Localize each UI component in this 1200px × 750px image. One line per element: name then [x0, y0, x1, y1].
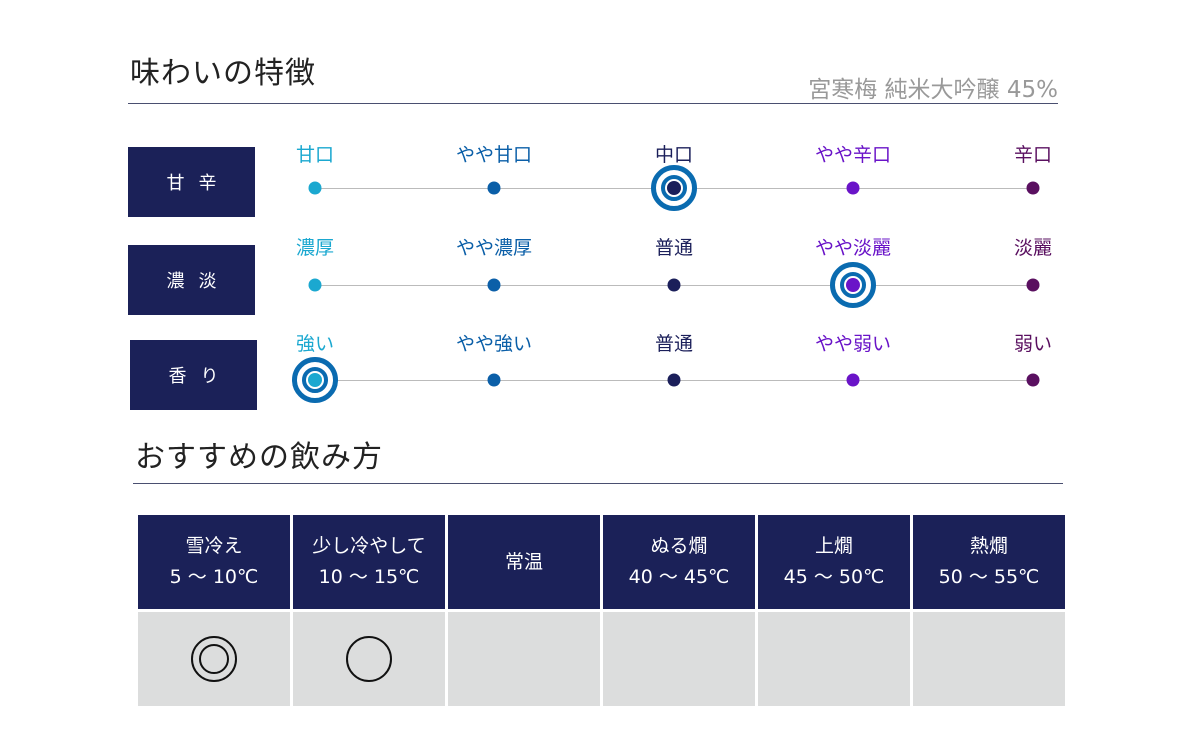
selected-marker [830, 262, 876, 308]
row-label: 香り [130, 340, 257, 410]
level-label: 普通 [654, 237, 694, 259]
serving-column: 常温 [448, 515, 600, 706]
selected-marker [651, 165, 697, 211]
row-label: 甘辛 [128, 147, 255, 217]
serving-temp: 10 ～ 15℃ [318, 566, 420, 588]
serving-column: ぬる燗 40 ～ 45℃ [603, 515, 755, 706]
level-dot [487, 278, 501, 292]
level-dot [846, 373, 860, 387]
level-dot [1026, 181, 1040, 195]
level-dot [667, 278, 681, 292]
serving-column: 少し冷やして 10 ～ 15℃ [293, 515, 445, 706]
serving-rating [293, 612, 445, 706]
serving-table: 雪冷え 5 ～ 10℃ 少し冷やして 10 ～ 15℃ 常温 ぬる燗 40 ～ 45℃ 上燗 4… [138, 515, 1065, 706]
serving-temp: 45 ～ 50℃ [783, 566, 885, 588]
serving-temp: 50 ～ 55℃ [938, 566, 1040, 588]
serving-column: 雪冷え 5 ～ 10℃ [138, 515, 290, 706]
divider [128, 103, 1058, 104]
level-dot [308, 278, 322, 292]
taste-section-title: 味わいの特徴 [130, 56, 316, 91]
row-label: 濃淡 [128, 245, 255, 315]
level-label: やや濃厚 [455, 237, 533, 259]
level-dot [487, 181, 501, 195]
serving-column: 上燗 45 ～ 50℃ [758, 515, 910, 706]
level-dot [1026, 373, 1040, 387]
serving-rating [913, 612, 1065, 706]
level-label: 辛口 [1013, 144, 1053, 166]
level-label: やや淡麗 [814, 237, 892, 259]
level-label: やや甘口 [455, 144, 533, 166]
level-label: 甘口 [295, 144, 335, 166]
product-name: 宮寒梅 純米大吟醸 45% [808, 77, 1058, 103]
serving-rating [448, 612, 600, 706]
serving-temp: 40 ～ 45℃ [628, 566, 730, 588]
serving-rating [758, 612, 910, 706]
level-dot [1026, 278, 1040, 292]
level-label: 普通 [654, 333, 694, 355]
serving-name: ぬる燗 [650, 535, 708, 557]
level-dot [667, 373, 681, 387]
double-circle-icon [191, 636, 237, 682]
level-dot [846, 181, 860, 195]
serving-rating [138, 612, 290, 706]
level-label: 濃厚 [295, 237, 335, 259]
serving-column: 熱燗 50 ～ 55℃ [913, 515, 1065, 706]
level-dot [308, 181, 322, 195]
circle-icon [346, 636, 392, 682]
level-label: やや弱い [814, 333, 892, 355]
serving-name: 雪冷え [185, 535, 243, 557]
level-label: 中口 [654, 144, 694, 166]
level-label: 淡麗 [1013, 237, 1053, 259]
divider [133, 483, 1063, 484]
selected-marker [292, 357, 338, 403]
level-label: 弱い [1013, 333, 1053, 355]
serving-name: 少し冷やして [312, 535, 426, 557]
level-label: やや強い [455, 333, 533, 355]
serving-section-title: おすすめの飲み方 [135, 440, 383, 475]
serving-temp: 5 ～ 10℃ [169, 566, 259, 588]
level-label: 強い [295, 333, 335, 355]
serving-name: 上燗 [814, 535, 853, 557]
level-label: やや辛口 [814, 144, 892, 166]
serving-name: 熱燗 [969, 535, 1008, 557]
level-dot [487, 373, 501, 387]
serving-rating [603, 612, 755, 706]
serving-name: 常温 [504, 550, 543, 573]
